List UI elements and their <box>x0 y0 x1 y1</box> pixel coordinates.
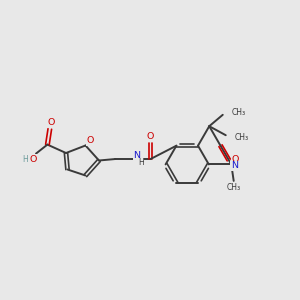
Text: O: O <box>147 132 154 141</box>
Text: H: H <box>22 155 28 164</box>
Text: O: O <box>30 155 37 164</box>
Text: N: N <box>134 152 141 160</box>
Text: N: N <box>231 161 238 170</box>
Text: O: O <box>87 136 94 146</box>
Text: H: H <box>138 158 144 167</box>
Text: CH₃: CH₃ <box>234 133 248 142</box>
Text: CH₃: CH₃ <box>231 108 245 117</box>
Text: CH₃: CH₃ <box>226 183 241 192</box>
Text: O: O <box>48 118 55 127</box>
Text: O: O <box>232 155 239 164</box>
